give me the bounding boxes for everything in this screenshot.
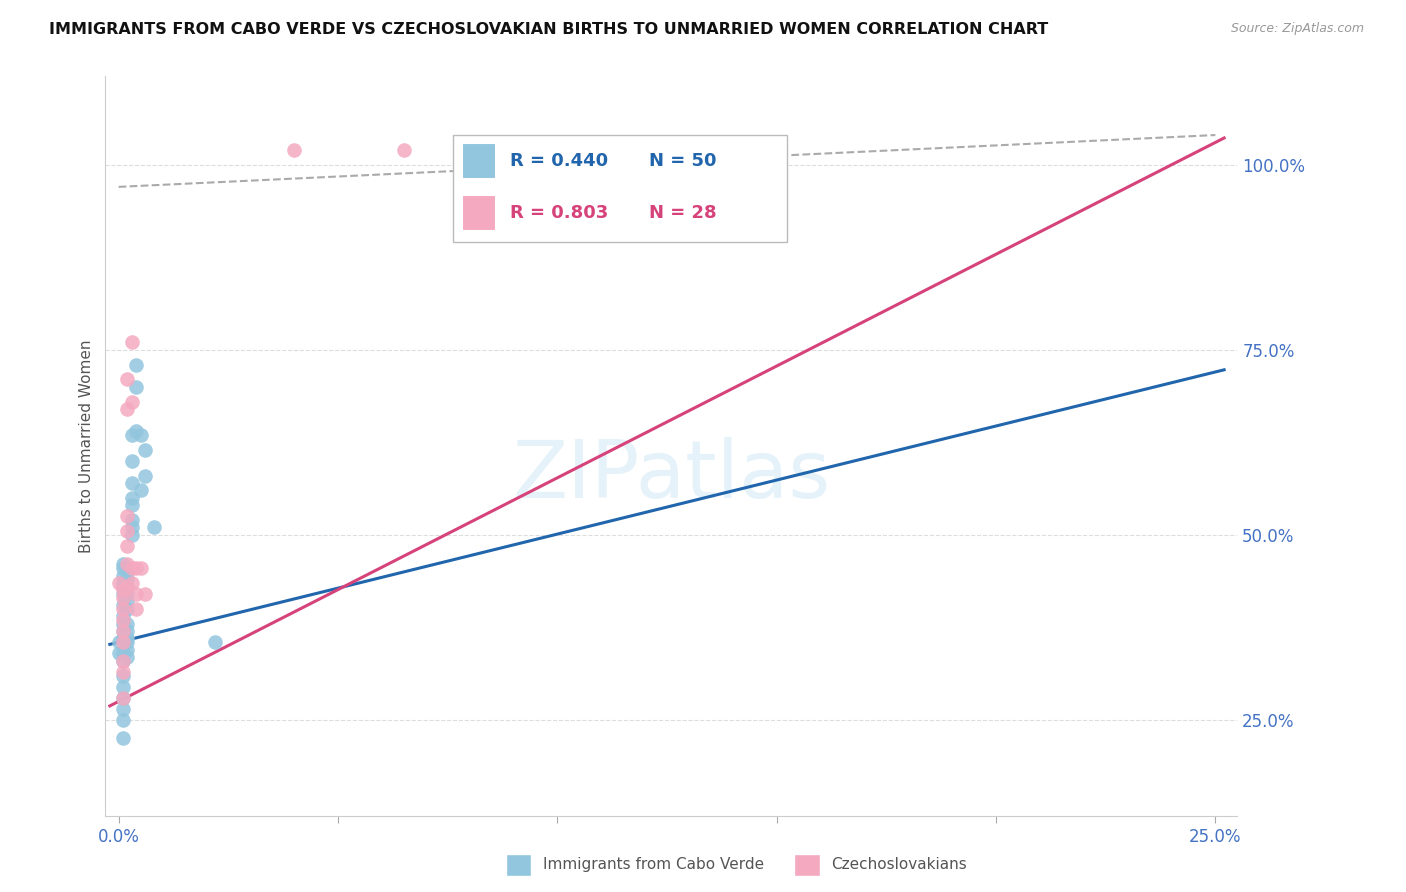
Point	[111, 635, 134, 649]
Text: N = 28: N = 28	[648, 203, 716, 222]
Point	[107, 576, 129, 591]
Point	[111, 665, 134, 679]
Point	[111, 632, 134, 646]
Text: R = 0.803: R = 0.803	[509, 203, 607, 222]
Point	[134, 587, 156, 601]
Text: ZIPatlas: ZIPatlas	[512, 436, 831, 515]
Point	[121, 520, 143, 534]
FancyBboxPatch shape	[463, 195, 496, 230]
FancyBboxPatch shape	[463, 144, 496, 178]
Point	[111, 616, 134, 631]
Point	[125, 587, 148, 601]
Point	[117, 632, 139, 646]
Point	[121, 528, 143, 542]
Point	[111, 690, 134, 705]
Point	[111, 654, 134, 668]
Point	[111, 654, 134, 668]
Point	[111, 713, 134, 727]
Point	[111, 598, 134, 612]
Point	[117, 572, 139, 586]
Point	[107, 635, 129, 649]
Point	[111, 568, 134, 582]
Point	[111, 624, 134, 639]
Point	[111, 690, 134, 705]
Point	[117, 509, 139, 524]
Point	[111, 680, 134, 694]
Point	[117, 624, 139, 639]
Point	[117, 524, 139, 538]
Point	[111, 580, 134, 594]
Point	[117, 401, 139, 416]
Point	[111, 609, 134, 624]
Point	[129, 483, 152, 498]
Point	[117, 642, 139, 657]
Point	[117, 558, 139, 572]
Text: IMMIGRANTS FROM CABO VERDE VS CZECHOSLOVAKIAN BIRTHS TO UNMARRIED WOMEN CORRELAT: IMMIGRANTS FROM CABO VERDE VS CZECHOSLOV…	[49, 22, 1049, 37]
Point	[121, 335, 143, 350]
Point	[117, 602, 139, 616]
Text: N = 50: N = 50	[648, 152, 716, 170]
Point	[117, 616, 139, 631]
Point	[134, 442, 156, 457]
Point	[111, 583, 134, 598]
Text: Czechoslovakians: Czechoslovakians	[831, 857, 967, 872]
Point	[111, 702, 134, 716]
Point	[121, 561, 143, 575]
Point	[283, 143, 305, 157]
Point	[111, 668, 134, 682]
Point	[111, 591, 134, 605]
Point	[117, 539, 139, 553]
Point	[125, 358, 148, 372]
Point	[204, 635, 226, 649]
Point	[111, 613, 134, 627]
Point	[117, 565, 139, 579]
Point	[111, 576, 134, 591]
Text: Immigrants from Cabo Verde: Immigrants from Cabo Verde	[543, 857, 763, 872]
Point	[121, 513, 143, 527]
Point	[121, 491, 143, 505]
FancyBboxPatch shape	[453, 135, 787, 243]
Point	[129, 428, 152, 442]
Point	[107, 646, 129, 660]
Point	[111, 731, 134, 746]
Point	[117, 635, 139, 649]
Point	[117, 580, 139, 594]
Point	[121, 476, 143, 491]
Point	[111, 624, 134, 639]
Point	[111, 558, 134, 572]
Point	[134, 468, 156, 483]
Point	[117, 372, 139, 386]
Point	[117, 650, 139, 665]
Point	[125, 380, 148, 394]
Point	[117, 587, 139, 601]
Point	[121, 454, 143, 468]
Point	[125, 561, 148, 575]
Text: Source: ZipAtlas.com: Source: ZipAtlas.com	[1230, 22, 1364, 36]
Point	[117, 594, 139, 608]
Point	[111, 602, 134, 616]
Point	[111, 587, 134, 601]
Point	[111, 561, 134, 575]
Point	[121, 394, 143, 409]
Point	[121, 428, 143, 442]
Point	[121, 498, 143, 512]
Point	[142, 520, 165, 534]
Point	[125, 602, 148, 616]
Point	[125, 424, 148, 438]
Point	[129, 561, 152, 575]
Point	[117, 580, 139, 594]
Point	[121, 576, 143, 591]
Text: R = 0.440: R = 0.440	[509, 152, 607, 170]
Y-axis label: Births to Unmarried Women: Births to Unmarried Women	[79, 339, 94, 553]
Point	[111, 646, 134, 660]
Point	[392, 143, 415, 157]
